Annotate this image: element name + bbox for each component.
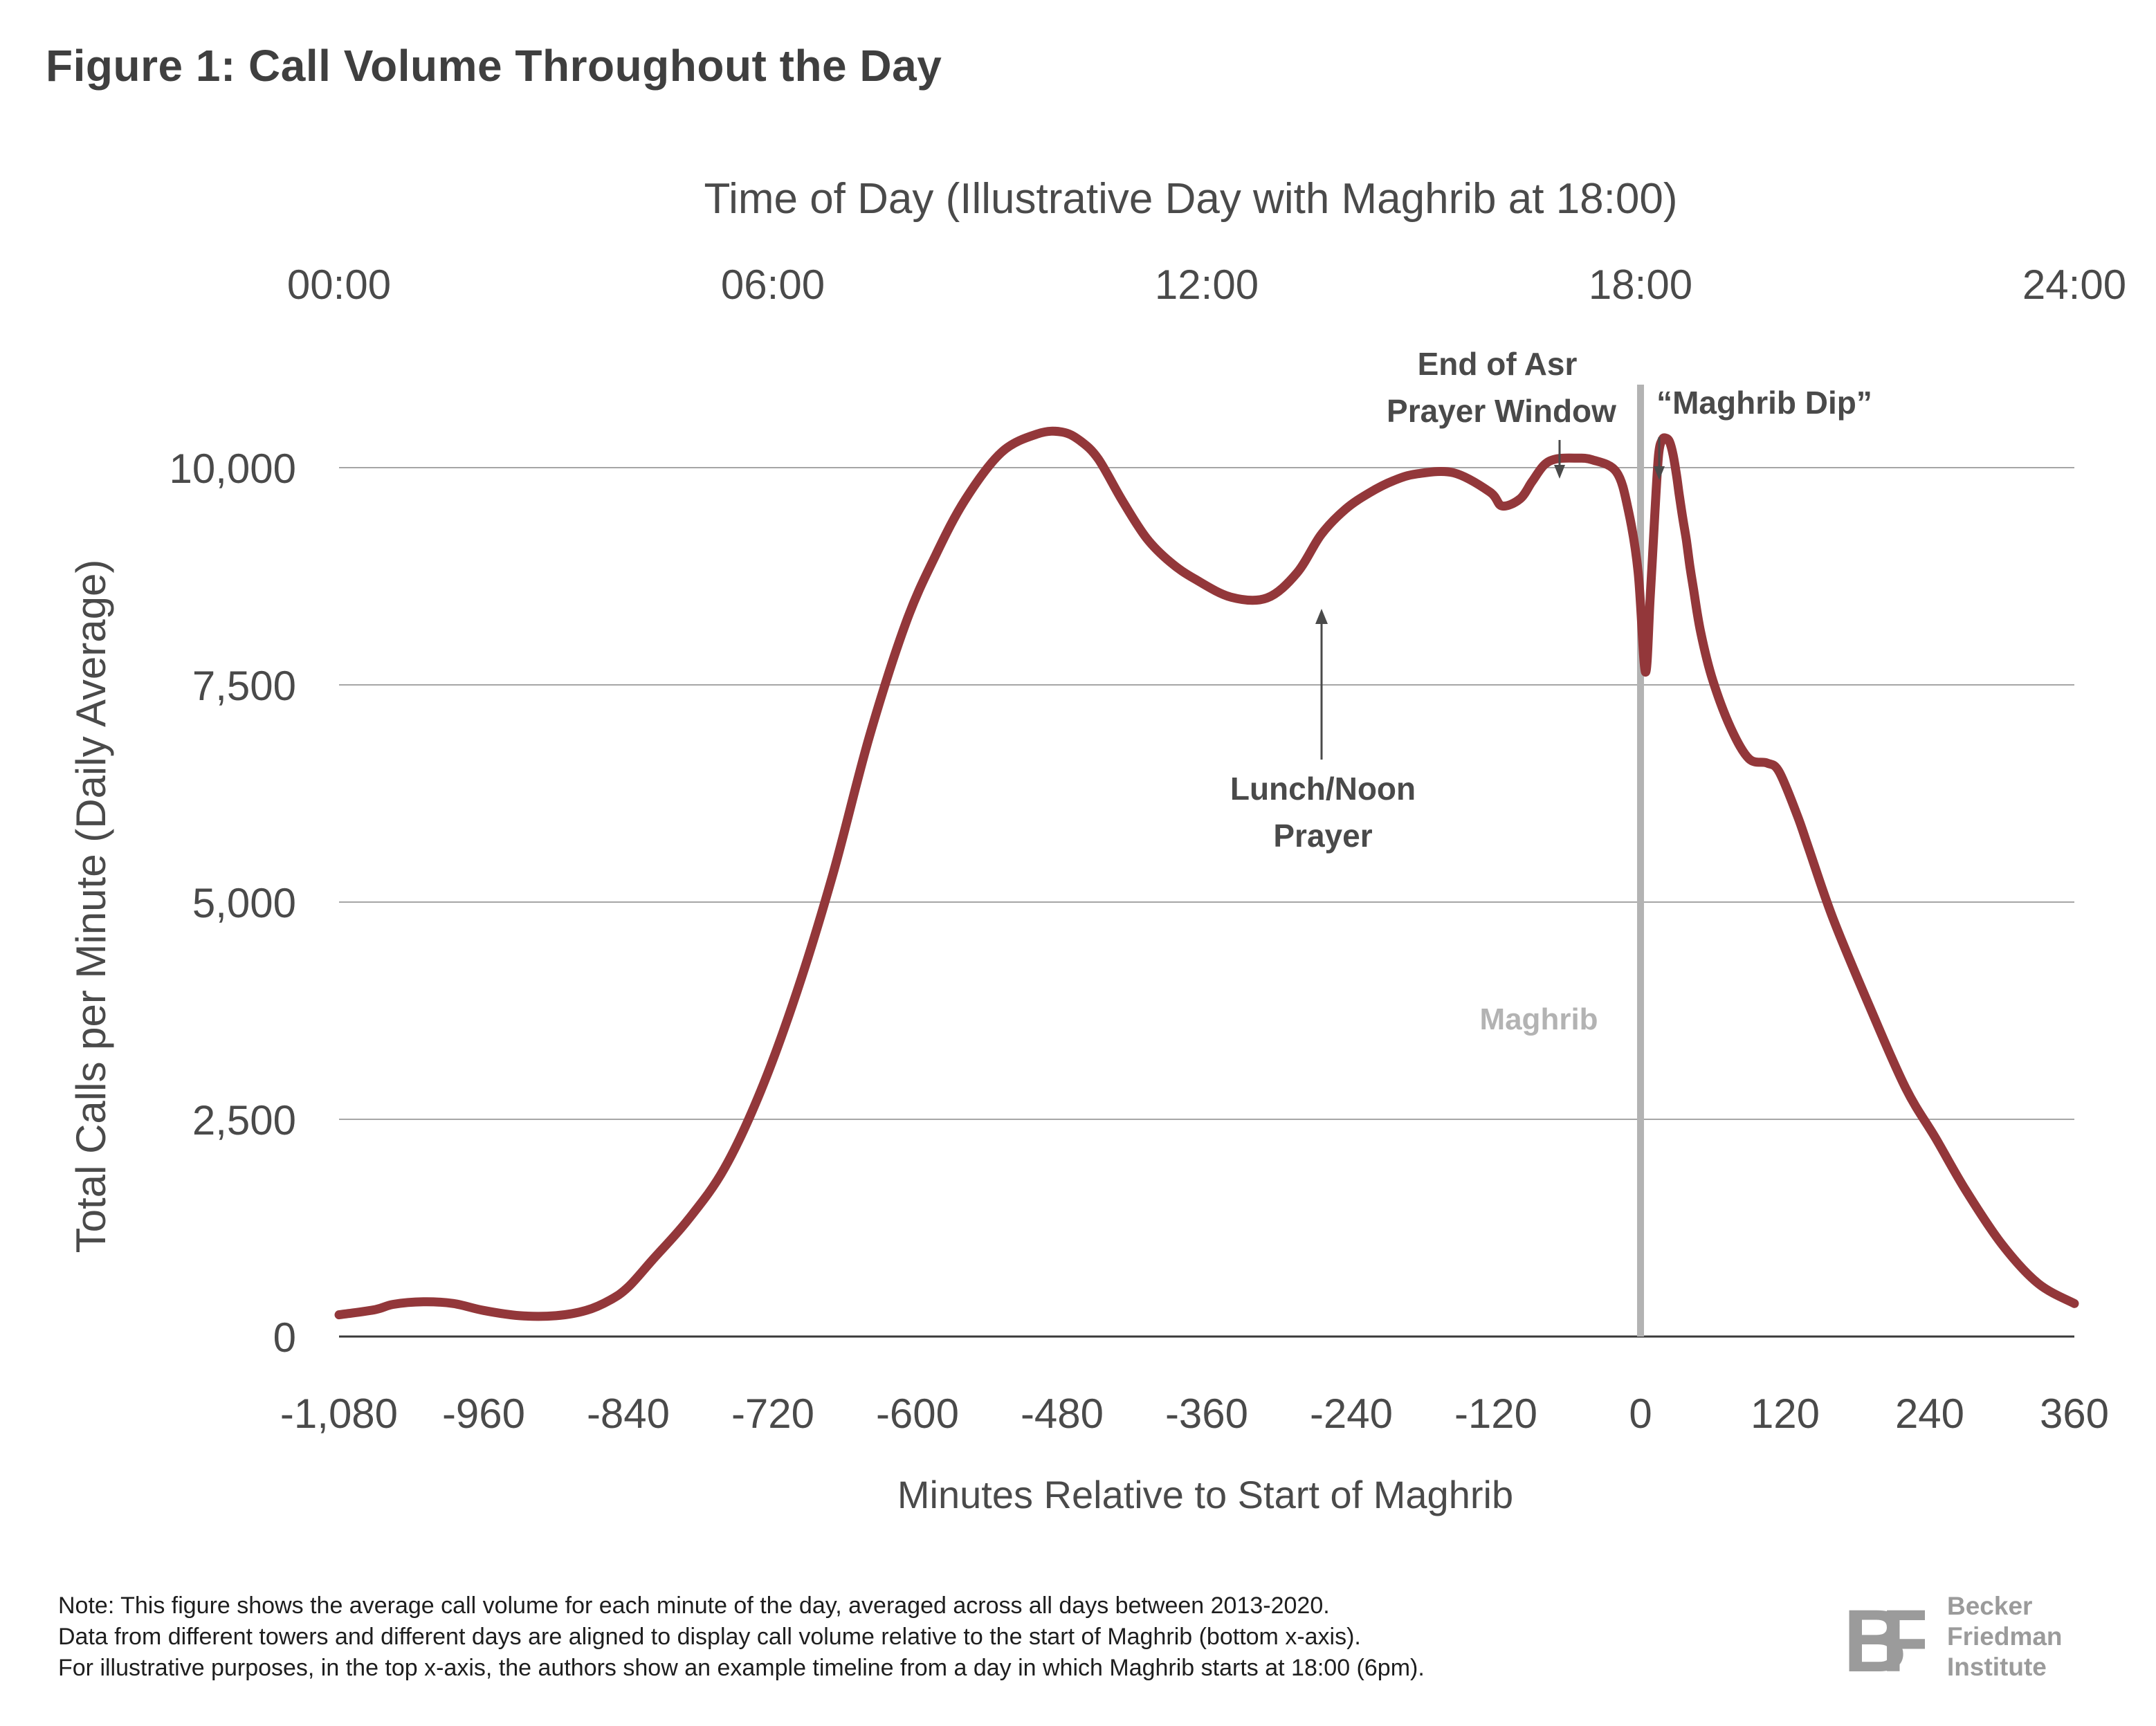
x-tick-label: -120 xyxy=(1454,1390,1537,1437)
bfi-logo-mark: BF xyxy=(1843,1597,1925,1677)
y-tick-label: 0 xyxy=(273,1314,296,1361)
note-line-1: Note: This figure shows the average call… xyxy=(58,1592,1330,1619)
x-tick-label: -960 xyxy=(442,1390,525,1437)
y-tick-label: 2,500 xyxy=(192,1097,296,1144)
top-x-tick-label: 12:00 xyxy=(1155,261,1259,308)
note-line-2: Data from different towers and different… xyxy=(58,1624,1361,1650)
asr-annotation-line2: Prayer Window xyxy=(1387,393,1616,429)
bfi-logo-word-becker: Becker xyxy=(1947,1592,2033,1620)
y-axis-title: Total Calls per Minute (Daily Average) xyxy=(68,560,114,1254)
top-x-tick-label: 00:00 xyxy=(287,261,391,308)
x-tick-label: -720 xyxy=(731,1390,814,1437)
lunch-annotation-line2: Prayer xyxy=(1273,818,1372,854)
x-tick-label: 360 xyxy=(2040,1390,2109,1437)
dip-annotation: “Maghrib Dip” xyxy=(1656,385,1872,421)
lunch-annotation-line1: Lunch/Noon xyxy=(1230,771,1416,807)
x-tick-label: -240 xyxy=(1310,1390,1393,1437)
note-line-3: For illustrative purposes, in the top x-… xyxy=(58,1655,1425,1681)
dip-arrow-head xyxy=(1654,466,1665,480)
y-tick-label: 5,000 xyxy=(192,880,296,926)
asr-annotation-line1: End of Asr xyxy=(1418,346,1578,382)
bfi-logo-word-friedman: Friedman xyxy=(1947,1622,2063,1651)
x-tick-label: -840 xyxy=(587,1390,670,1437)
bfi-logo-word-institute: Institute xyxy=(1947,1653,2047,1681)
lunch-arrow-head xyxy=(1315,609,1328,624)
asr-arrow-head xyxy=(1554,465,1565,479)
y-tick-label: 10,000 xyxy=(169,446,296,492)
top-x-axis-title: Time of Day (Illustrative Day with Maghr… xyxy=(704,175,1678,223)
series-line-0 xyxy=(334,426,2079,1321)
x-tick-label: -1,080 xyxy=(280,1390,398,1437)
bfi-logo: BF Becker Friedman Institute xyxy=(1842,1591,2119,1688)
y-tick-label: 7,500 xyxy=(192,663,296,709)
x-tick-label: -360 xyxy=(1165,1390,1248,1437)
top-x-tick-label: 18:00 xyxy=(1589,261,1692,308)
maghrib-label: Maghrib xyxy=(1479,1002,1598,1036)
x-tick-label: 0 xyxy=(1629,1390,1652,1437)
x-tick-label: -600 xyxy=(876,1390,959,1437)
x-axis-title: Minutes Relative to Start of Maghrib xyxy=(897,1473,1513,1516)
figure-title: Figure 1: Call Volume Throughout the Day xyxy=(46,41,942,91)
bfi-logo-mark-icon: BF xyxy=(1843,1597,1925,1677)
x-tick-label: 240 xyxy=(1895,1390,1964,1437)
x-tick-label: -480 xyxy=(1021,1390,1104,1437)
top-x-tick-label: 24:00 xyxy=(2022,261,2126,308)
x-tick-label: 120 xyxy=(1751,1390,1820,1437)
top-x-tick-label: 06:00 xyxy=(721,261,825,308)
